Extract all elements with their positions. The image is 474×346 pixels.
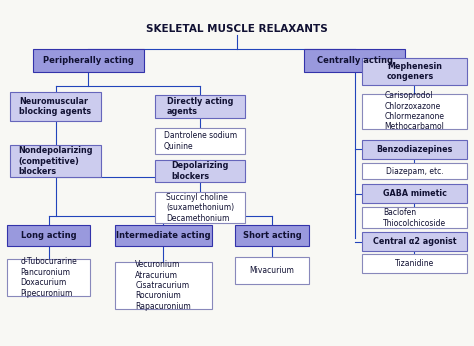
Text: Tizanidine: Tizanidine [395, 259, 434, 268]
FancyBboxPatch shape [7, 259, 90, 296]
Text: SKELETAL MUSCLE RELAXANTS: SKELETAL MUSCLE RELAXANTS [146, 24, 328, 34]
FancyBboxPatch shape [115, 262, 211, 309]
FancyBboxPatch shape [362, 58, 467, 85]
FancyBboxPatch shape [362, 184, 467, 203]
Text: Peripherally acting: Peripherally acting [43, 56, 134, 65]
FancyBboxPatch shape [115, 225, 211, 246]
FancyBboxPatch shape [362, 140, 467, 158]
Text: Diazepam, etc.: Diazepam, etc. [386, 166, 443, 175]
FancyBboxPatch shape [155, 160, 246, 182]
FancyBboxPatch shape [362, 207, 467, 228]
FancyBboxPatch shape [235, 257, 310, 284]
FancyBboxPatch shape [304, 49, 405, 72]
Text: Short acting: Short acting [243, 231, 301, 240]
Text: d-Tubocurarine
Pancuronium
Doxacurium
Pipecuronium: d-Tubocurarine Pancuronium Doxacurium Pi… [20, 257, 77, 298]
FancyBboxPatch shape [155, 128, 246, 154]
Text: Nondepolarizing
(competitive)
blockers: Nondepolarizing (competitive) blockers [18, 146, 93, 176]
FancyBboxPatch shape [362, 94, 467, 129]
FancyBboxPatch shape [10, 145, 101, 177]
Text: Baclofen
Thiocolchicoside: Baclofen Thiocolchicoside [383, 208, 446, 228]
Text: Mivacurium: Mivacurium [249, 266, 294, 275]
FancyBboxPatch shape [362, 254, 467, 273]
Text: Depolarizing
blockers: Depolarizing blockers [172, 161, 229, 181]
Text: Carisoprodol
Chlorzoxazone
Chlormezanone
Methocarbamol: Carisoprodol Chlorzoxazone Chlormezanone… [384, 91, 445, 131]
FancyBboxPatch shape [7, 225, 90, 246]
Text: Long acting: Long acting [21, 231, 76, 240]
FancyBboxPatch shape [235, 225, 310, 246]
Text: Vecuronium
Atracurium
Cisatracurium
Rocuronium
Rapacuronium: Vecuronium Atracurium Cisatracurium Rocu… [136, 260, 191, 311]
Text: Centrally acting: Centrally acting [317, 56, 392, 65]
FancyBboxPatch shape [362, 163, 467, 180]
FancyBboxPatch shape [362, 232, 467, 251]
Text: Mephenesin
congeners: Mephenesin congeners [387, 62, 442, 81]
FancyBboxPatch shape [155, 95, 246, 118]
FancyBboxPatch shape [155, 192, 246, 223]
FancyBboxPatch shape [10, 92, 101, 121]
Text: Succinyl choline
(suxamethonium)
Decamethonium: Succinyl choline (suxamethonium) Decamet… [166, 193, 234, 223]
FancyBboxPatch shape [33, 49, 144, 72]
Text: Directly acting
agents: Directly acting agents [167, 97, 233, 116]
Text: Benzodiazepines: Benzodiazepines [376, 145, 453, 154]
Text: Dantrolene sodium
Quinine: Dantrolene sodium Quinine [164, 131, 237, 151]
Text: GABA mimetic: GABA mimetic [383, 189, 447, 198]
Text: Neuromuscular
blocking agents: Neuromuscular blocking agents [19, 97, 91, 116]
Text: Intermediate acting: Intermediate acting [116, 231, 210, 240]
Text: Central α2 agonist: Central α2 agonist [373, 237, 456, 246]
